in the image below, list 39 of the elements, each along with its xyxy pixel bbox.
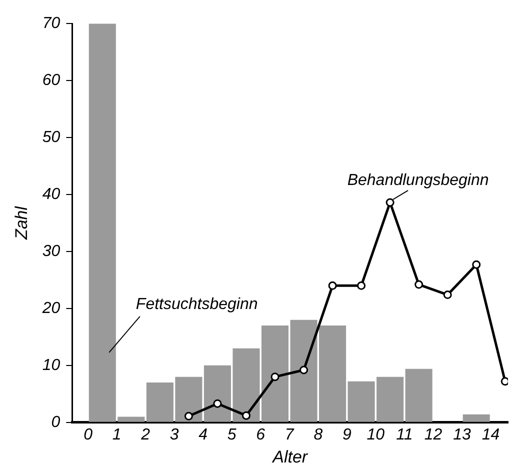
x-tick-label: 11 — [396, 426, 413, 444]
point — [357, 281, 366, 290]
point — [328, 281, 337, 290]
x-tick-label: 4 — [198, 426, 208, 444]
point — [500, 377, 508, 386]
y-tick-label: 40 — [42, 186, 60, 203]
x-tick-label: 2 — [140, 426, 150, 444]
y-tick-label: 20 — [41, 300, 60, 317]
y-tick-label: 10 — [42, 356, 60, 374]
x-axis-title: Alter — [272, 448, 309, 467]
x-tick-label: 10 — [366, 426, 385, 444]
point — [443, 290, 452, 300]
y-tick-label: 0 — [51, 414, 60, 431]
x-tick-label: 1 — [112, 426, 122, 444]
text: Behandlungsbeginn — [347, 172, 489, 189]
y-axis-title: Zahl — [12, 205, 31, 241]
point — [472, 260, 481, 269]
x-tick-label: 3 — [170, 426, 179, 444]
point — [414, 280, 424, 289]
point — [386, 198, 394, 207]
x-tick-label: 14 — [482, 426, 500, 444]
x-tick-label: 9 — [342, 426, 352, 444]
x-tick-label: 5 — [227, 426, 236, 444]
x-tick-label: 0 — [84, 426, 93, 444]
point — [213, 399, 222, 408]
x-tick-label: 12 — [424, 426, 442, 444]
x-tick-label: 6 — [256, 426, 266, 444]
y-tick-label: 70 — [42, 15, 60, 32]
series-label: Fettsuchtsbeginn — [136, 296, 258, 313]
y-tick-label: 50 — [42, 128, 60, 146]
x-tick-label: 7 — [284, 426, 295, 444]
point — [270, 372, 280, 382]
point — [300, 366, 308, 374]
y-tick-label: 60 — [42, 72, 60, 90]
point — [184, 412, 193, 420]
x-tick-label: 13 — [453, 426, 471, 444]
y-tick-label: 30 — [42, 242, 60, 260]
point — [242, 411, 250, 420]
x-tick-label: 8 — [314, 426, 323, 444]
